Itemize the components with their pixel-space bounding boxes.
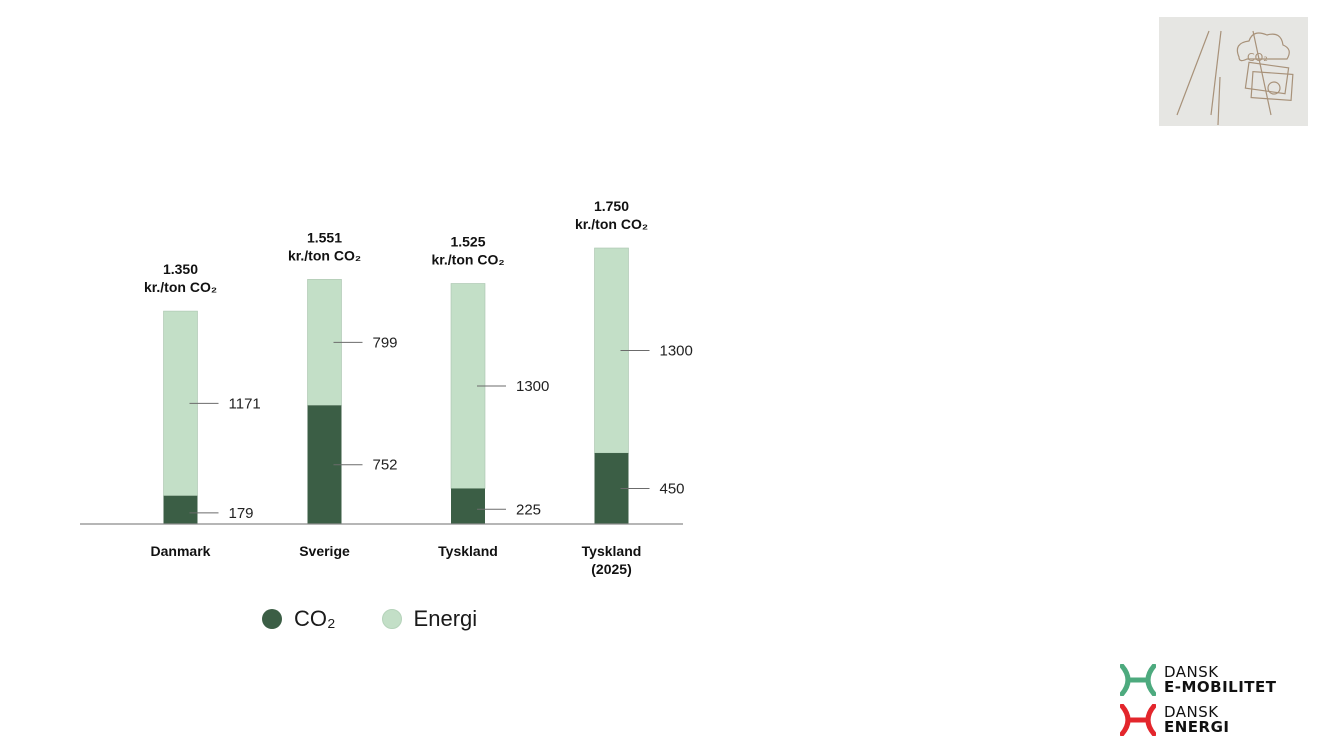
category-label-3-line2: (2025): [591, 561, 631, 577]
legend-item-energi: Energi: [381, 606, 478, 632]
logo-dansk-energi: DANSK ENERGI: [1120, 702, 1277, 738]
total-value-3: 1.750: [594, 198, 629, 214]
dansk-energi-mark-icon: [1120, 704, 1156, 736]
total-unit-0: kr./ton CO₂: [144, 279, 217, 295]
logo2-line2: ENERGI: [1164, 718, 1230, 736]
logo-dansk-e-mobilitet: DANSK E-MOBILITET: [1120, 662, 1277, 698]
category-label-0: Danmark: [151, 543, 211, 559]
logo2-line1: DANSK: [1164, 703, 1219, 721]
logo1-line1: DANSK: [1164, 663, 1219, 681]
stacked-bar-chart: 179 1171 1.350 kr./ton CO₂ Danmark 752 799 1.55…: [80, 198, 693, 577]
legend-swatch-energi: [381, 609, 402, 629]
total-value-2: 1.525: [450, 233, 485, 249]
legend-swatch-co2: [262, 609, 282, 629]
value-label-energi-0: 1171: [229, 395, 261, 412]
value-label-co2-2: 225: [516, 501, 541, 518]
co2-money-road-icon: CO₂: [1159, 17, 1308, 126]
legend-label-energi: Energi: [413, 606, 478, 631]
bar-co2-2: [451, 488, 485, 524]
category-label-1: Sverige: [299, 543, 350, 559]
legend-item-co2: CO₂: [262, 606, 336, 632]
value-label-co2-3: 450: [660, 481, 685, 498]
total-unit-1: kr./ton CO₂: [288, 247, 361, 263]
value-label-energi-3: 1300: [660, 343, 693, 360]
total-unit-3: kr./ton CO₂: [575, 216, 648, 232]
bar-co2-0: [163, 495, 198, 524]
value-label-energi-2: 1300: [516, 378, 549, 395]
total-value-1: 1.551: [307, 229, 342, 245]
chart-legend: CO₂ Energi: [262, 606, 523, 632]
total-unit-2: kr./ton CO₂: [431, 251, 504, 267]
icon-co2-text: CO₂: [1247, 51, 1268, 64]
logo1-line2: E-MOBILITET: [1164, 678, 1277, 696]
category-label-2: Tyskland: [438, 543, 498, 559]
legend-label-co2: CO₂: [294, 606, 336, 631]
total-value-0: 1.350: [163, 261, 198, 277]
dansk-e-mobilitet-mark-icon: [1120, 664, 1156, 696]
value-label-energi-1: 799: [373, 334, 398, 351]
value-label-co2-0: 179: [229, 505, 254, 522]
category-label-3: Tyskland: [582, 543, 642, 559]
logos: DANSK E-MOBILITET DANSK ENERGI: [1120, 662, 1277, 742]
value-label-co2-1: 752: [373, 457, 398, 474]
